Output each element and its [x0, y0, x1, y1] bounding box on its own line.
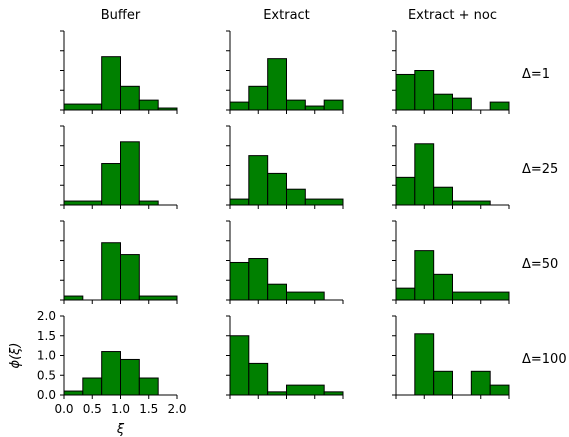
- histogram-bar: [433, 93, 453, 111]
- histogram-bar: [229, 198, 250, 206]
- histogram-bar: [452, 291, 510, 301]
- histogram-bar: [489, 101, 510, 111]
- histogram-bar: [433, 186, 453, 206]
- histogram-bar: [138, 377, 159, 396]
- histogram-bar: [414, 143, 435, 206]
- x-tick-label: 2.0: [167, 402, 186, 416]
- histogram-bar: [323, 99, 344, 111]
- histogram-bar: [470, 370, 491, 396]
- histogram-bar: [248, 155, 269, 206]
- x-tick-label: 1.5: [139, 402, 158, 416]
- histogram-bar: [304, 198, 344, 206]
- histogram-bar: [229, 335, 250, 396]
- histogram-bar: [452, 97, 472, 111]
- histogram-bar: [63, 103, 103, 111]
- x-axis-label: ξ: [116, 422, 125, 437]
- histogram-bar: [395, 287, 416, 301]
- histogram-bar: [138, 99, 159, 111]
- row-label: Δ=100: [522, 352, 567, 367]
- histogram-bar: [433, 370, 453, 396]
- histogram-bar: [267, 172, 287, 206]
- histogram-bar: [101, 242, 122, 301]
- histogram-bar: [267, 283, 287, 301]
- histogram-bar: [101, 351, 122, 396]
- y-tick-label: 0.5: [37, 368, 56, 382]
- column-title: Extract: [263, 8, 310, 23]
- row-label: Δ=50: [522, 257, 558, 272]
- y-axis-label: ϕ(ξ): [8, 343, 23, 369]
- y-tick-label: 1.0: [37, 349, 56, 363]
- histogram-bar: [286, 291, 325, 301]
- histogram-bar: [489, 384, 510, 396]
- histogram-bar: [229, 261, 250, 301]
- x-tick-label: 1.0: [111, 402, 130, 416]
- histogram-bar: [120, 85, 140, 111]
- y-tick-label: 0.0: [37, 388, 56, 402]
- histogram-bar: [120, 254, 140, 301]
- histogram-bar: [286, 384, 325, 396]
- histogram-bar: [138, 200, 159, 206]
- y-tick-label: 1.5: [37, 329, 56, 343]
- x-tick-label: 0.0: [54, 402, 73, 416]
- y-tick-label: 2.0: [37, 309, 56, 323]
- histogram-bar: [63, 295, 84, 301]
- histogram-bar: [82, 377, 103, 396]
- histogram-bar: [433, 273, 453, 301]
- histogram-bar: [138, 295, 178, 301]
- row-label: Δ=25: [522, 162, 558, 177]
- histogram-bar: [63, 390, 84, 396]
- histogram-bar: [414, 250, 435, 301]
- histogram-bar: [414, 333, 435, 396]
- histogram-bar: [452, 200, 491, 206]
- histogram-bar: [120, 141, 140, 206]
- histogram-bar: [120, 358, 140, 396]
- histogram-bar: [395, 73, 416, 111]
- histogram-bar: [414, 70, 435, 111]
- histogram-bar: [101, 56, 122, 111]
- histogram-bar: [304, 105, 325, 111]
- histogram-bar: [101, 163, 122, 206]
- histogram-bar: [286, 99, 306, 111]
- histogram-bar: [267, 58, 287, 111]
- histogram-bar: [63, 200, 103, 206]
- column-title: Buffer: [101, 8, 141, 23]
- x-tick-label: 0.5: [83, 402, 102, 416]
- histogram-bar: [248, 85, 269, 111]
- column-title: Extract + noc: [408, 8, 497, 23]
- histogram-bar: [286, 188, 306, 206]
- histogram-bar: [229, 101, 250, 111]
- row-label: Δ=1: [522, 67, 550, 82]
- histogram-bar: [248, 258, 269, 301]
- histogram-bar: [248, 362, 269, 396]
- histogram-bar: [395, 176, 416, 206]
